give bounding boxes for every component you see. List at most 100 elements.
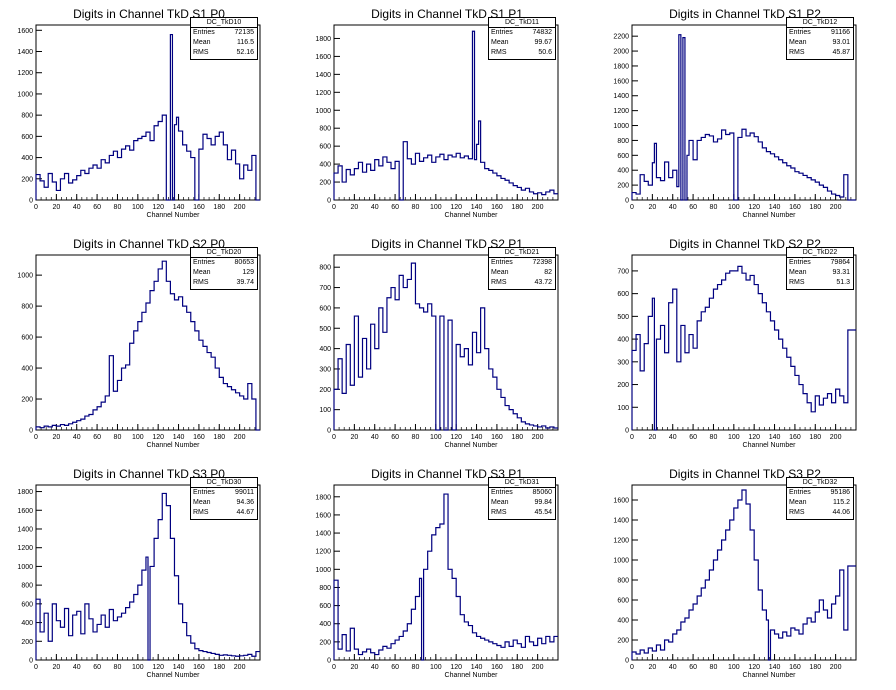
x-tick-label: 140 — [769, 204, 781, 211]
x-tick-label: 140 — [173, 664, 185, 671]
y-tick-label: 400 — [319, 162, 331, 169]
stats-row-mean: Mean 99.67 — [489, 38, 555, 48]
histogram-panel: Digits in Channel TkD S1 P2 0 20 40 60 80 100 1… — [596, 0, 894, 230]
y-tick-label: 1600 — [613, 498, 629, 505]
x-tick-label: 100 — [430, 204, 442, 211]
y-tick-label: 1200 — [315, 549, 331, 556]
y-tick-label: 1200 — [315, 90, 331, 97]
x-tick-label: 0 — [630, 434, 634, 441]
stats-value: 45.54 — [534, 509, 552, 516]
y-tick-label: 400 — [617, 168, 629, 175]
y-tick-label: 1800 — [315, 36, 331, 43]
y-tick-label: 600 — [617, 153, 629, 160]
x-tick-label: 40 — [669, 434, 677, 441]
stats-row-mean: Mean 116.5 — [191, 38, 257, 48]
stats-label: Mean — [491, 499, 509, 506]
x-tick-label: 80 — [114, 204, 122, 211]
x-tick-label: 80 — [114, 664, 122, 671]
x-tick-label: 120 — [450, 204, 462, 211]
y-tick-label: 0 — [625, 428, 629, 435]
y-tick-label: 600 — [617, 598, 629, 605]
stats-row-mean: Mean 93.01 — [787, 38, 853, 48]
y-tick-label: 300 — [319, 366, 331, 373]
stats-value: 93.01 — [832, 39, 850, 46]
y-tick-label: 700 — [617, 268, 629, 275]
x-tick-label: 160 — [193, 664, 205, 671]
stats-row-mean: Mean 82 — [489, 268, 555, 278]
y-tick-label: 200 — [617, 183, 629, 190]
x-tick-label: 160 — [193, 204, 205, 211]
x-tick-label: 160 — [491, 434, 503, 441]
y-tick-label: 1200 — [613, 538, 629, 545]
y-tick-label: 600 — [21, 335, 33, 342]
stats-label: Entries — [491, 489, 513, 496]
y-tick-label: 1000 — [613, 123, 629, 130]
stats-value: 99.67 — [534, 39, 552, 46]
stats-value: 129 — [242, 269, 254, 276]
x-tick-label: 0 — [34, 204, 38, 211]
histogram-panel: Digits in Channel TkD S3 P1 0 20 40 60 80 100 1… — [298, 460, 596, 690]
y-tick-label: 400 — [21, 620, 33, 627]
stats-row-entries: Entries 74832 — [489, 28, 555, 38]
stats-value: 99011 — [235, 489, 254, 496]
stats-value: 93.31 — [832, 269, 850, 276]
x-tick-label: 60 — [391, 434, 399, 441]
y-tick-label: 1600 — [613, 78, 629, 85]
stats-value: 44.06 — [832, 509, 850, 516]
stats-value: 72398 — [532, 259, 552, 266]
x-tick-label: 0 — [332, 664, 336, 671]
y-tick-label: 600 — [319, 305, 331, 312]
stats-value: 85060 — [532, 489, 552, 496]
x-axis-label: Channel Number — [743, 442, 797, 449]
stats-value: 74832 — [532, 29, 552, 36]
x-tick-label: 200 — [234, 664, 246, 671]
stats-value: 95186 — [830, 489, 850, 496]
y-tick-label: 800 — [21, 304, 33, 311]
stats-label: Entries — [491, 259, 513, 266]
stats-value: 80653 — [234, 259, 254, 266]
x-tick-label: 180 — [213, 664, 225, 671]
x-tick-label: 180 — [809, 434, 821, 441]
stats-label: Entries — [789, 489, 811, 496]
x-tick-label: 20 — [350, 664, 358, 671]
stats-name: DC_TkD12 — [787, 18, 853, 28]
histogram-plot: 0 20 40 60 80 100 120 140 160 180 2000200400600800… — [613, 24, 857, 219]
x-axis-label: Channel Number — [445, 672, 499, 679]
y-tick-label: 300 — [617, 359, 629, 366]
histogram-panel: Digits in Channel TkD S2 P0 0 20 40 60 80 100 1… — [0, 230, 298, 460]
stats-row-mean: Mean 94.36 — [191, 498, 257, 508]
histogram-plot: 0 20 40 60 80 100 120 140 160 180 2000200400600800… — [17, 254, 261, 449]
stats-row-entries: Entries 72135 — [191, 28, 257, 38]
stats-row-rms: RMS 45.54 — [489, 508, 555, 518]
x-tick-label: 120 — [748, 664, 760, 671]
y-tick-label: 1400 — [613, 518, 629, 525]
stats-name: DC_TkD30 — [191, 478, 257, 488]
x-tick-label: 80 — [412, 434, 420, 441]
histogram-plot: 0 20 40 60 80 100 120 140 160 180 200 0 100 200 300 400… — [617, 254, 857, 449]
x-tick-label: 180 — [809, 204, 821, 211]
x-tick-label: 200 — [830, 434, 842, 441]
x-tick-label: 80 — [710, 204, 718, 211]
stats-row-mean: Mean 129 — [191, 268, 257, 278]
y-tick-label: 600 — [21, 134, 33, 141]
y-tick-label: 1200 — [613, 108, 629, 115]
y-tick-label: 800 — [617, 138, 629, 145]
x-tick-label: 60 — [93, 434, 101, 441]
histogram-series — [35, 33, 260, 201]
x-tick-label: 100 — [430, 664, 442, 671]
x-tick-label: 140 — [471, 434, 483, 441]
stats-label: Entries — [491, 29, 513, 36]
y-tick-label: 1000 — [315, 108, 331, 115]
histogram-series — [333, 493, 558, 661]
stats-label: Mean — [193, 269, 211, 276]
x-tick-label: 40 — [73, 434, 81, 441]
y-tick-label: 400 — [319, 346, 331, 353]
y-tick-label: 1600 — [17, 508, 33, 515]
y-tick-label: 200 — [617, 638, 629, 645]
stats-row-rms: RMS 44.06 — [787, 508, 853, 518]
y-tick-label: 500 — [617, 314, 629, 321]
stats-box: DC_TkD11 Entries 74832 Mean 99.67 RMS 50.6 — [488, 17, 556, 60]
stats-value: 116.5 — [237, 39, 254, 46]
stats-name: DC_TkD11 — [489, 18, 555, 28]
x-tick-label: 200 — [532, 434, 544, 441]
